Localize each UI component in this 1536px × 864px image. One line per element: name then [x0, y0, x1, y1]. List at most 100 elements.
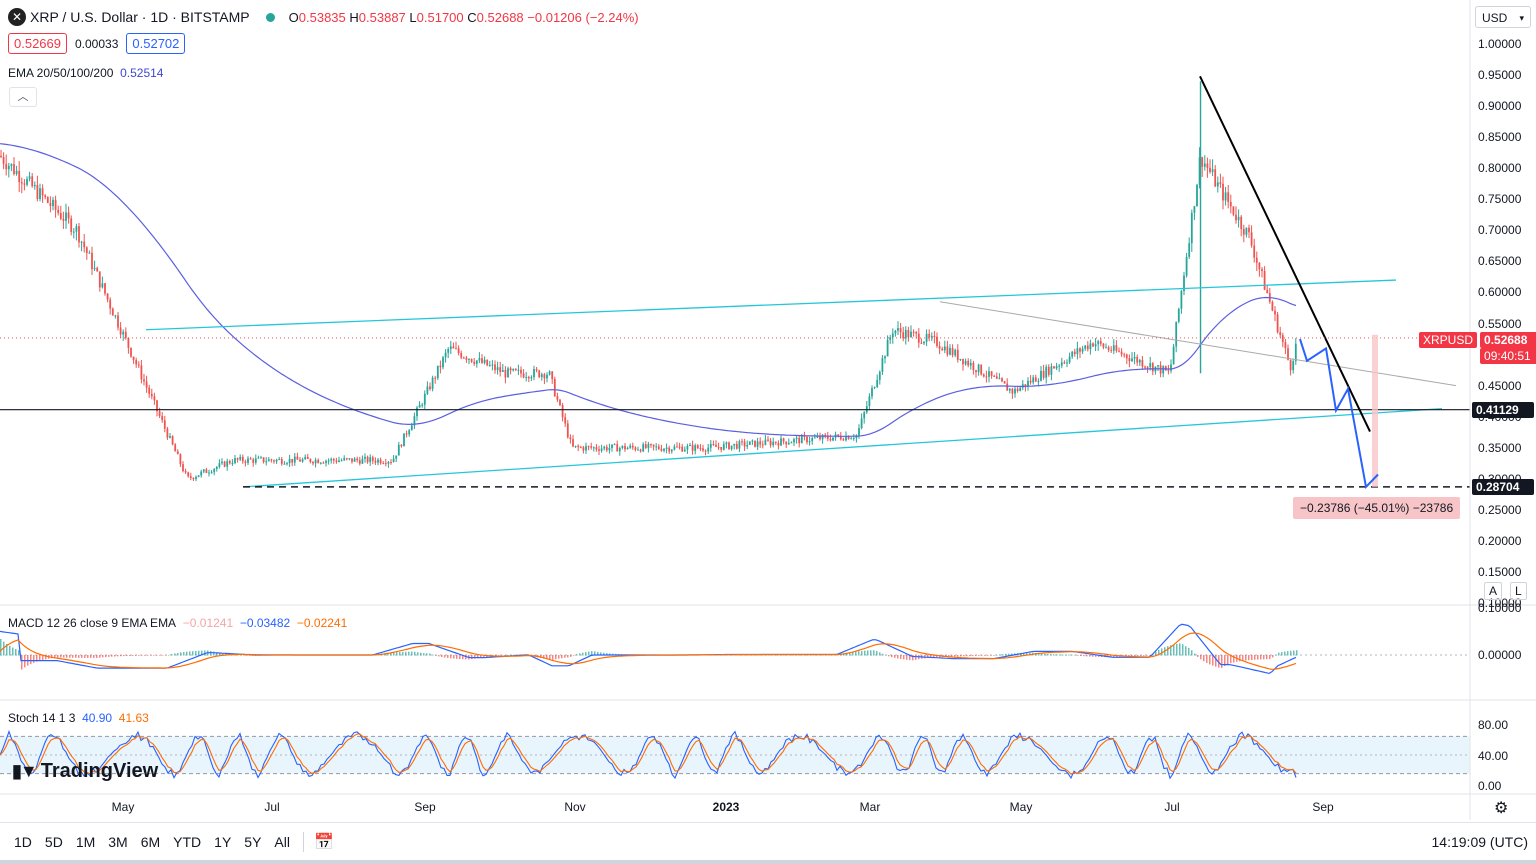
candle-body [1229, 202, 1232, 207]
macd-histogram-bar [987, 655, 989, 656]
macd-histogram-bar [879, 652, 881, 656]
currency-select[interactable]: USD ▾ [1475, 6, 1531, 28]
candle-body [780, 438, 782, 446]
macd-histogram-bar [192, 651, 194, 656]
macd-histogram-bar [741, 654, 743, 656]
macd-histogram-bar [168, 654, 170, 656]
calendar-range-icon[interactable]: 📅 [313, 833, 334, 851]
macd-histogram-bar [1230, 655, 1232, 664]
candle-body [642, 444, 645, 452]
macd-histogram-bar [1176, 643, 1178, 656]
macd-histogram-bar [1257, 655, 1259, 660]
macd-histogram-bar [36, 655, 38, 662]
price-tick-label: 0.90000 [1478, 99, 1522, 114]
candle-body [639, 449, 642, 452]
candle-body [127, 337, 130, 348]
candle-body [179, 454, 182, 465]
bid-price[interactable]: 0.52669 [8, 33, 67, 54]
candle-body [1001, 378, 1003, 382]
candle-body [80, 241, 83, 243]
utc-clock[interactable]: 14:19:09 (UTC) [1431, 833, 1528, 850]
macd-histogram-bar [777, 654, 779, 656]
auto-scale-button[interactable]: A [1484, 582, 1503, 600]
candle-body [1216, 182, 1219, 187]
ohlc-low: L0.51700 [409, 9, 464, 25]
price-tick-label: 0.20000 [1478, 533, 1522, 548]
candle-body [158, 411, 161, 417]
macd-histogram-bar [141, 655, 143, 656]
timeframe-6m[interactable]: 6M [140, 833, 161, 850]
collapse-legend-icon[interactable]: ︿ [9, 87, 37, 107]
macd-histogram-bar [834, 654, 836, 656]
macd-legend[interactable]: MACD 12 26 close 9 EMA EMA −0.01241 −0.0… [8, 616, 348, 630]
timeframe-1m[interactable]: 1M [75, 833, 96, 850]
ema-legend[interactable]: EMA 20/50/100/200 0.52514 [8, 66, 164, 80]
candle-body [75, 226, 78, 232]
candle-body [475, 360, 478, 364]
candle-body [826, 435, 829, 439]
settings-icon[interactable]: ⚙ [1494, 800, 1509, 817]
candle-body [525, 376, 528, 378]
drawings [0, 75, 1470, 489]
timeframe-1d[interactable]: 1D [14, 833, 32, 850]
candle-body [738, 441, 741, 449]
candle-body [746, 444, 749, 447]
timeframe-5y[interactable]: 5Y [244, 833, 262, 850]
timeframe-ytd[interactable]: YTD [173, 833, 202, 850]
candle-body [228, 461, 231, 464]
ask-price[interactable]: 0.52702 [126, 33, 186, 54]
candle-body [247, 458, 249, 463]
macd-histogram-bar [915, 655, 917, 660]
timeframe-3m[interactable]: 3M [108, 833, 128, 850]
candle-body [1068, 356, 1071, 363]
time-tick-label: May [111, 800, 135, 814]
candle-body [462, 357, 465, 359]
macd-histogram-bar [594, 651, 596, 656]
macd-histogram-bar [165, 655, 167, 656]
candle-body [1092, 343, 1094, 347]
candle-body [1008, 388, 1011, 391]
candle-body [119, 327, 122, 335]
candle-body [577, 445, 580, 448]
stoch-d-line [0, 733, 1297, 775]
macd-histogram-bar [135, 655, 137, 656]
macd-histogram-bar [51, 655, 53, 659]
macd-histogram-bar [171, 654, 173, 656]
candle-body [202, 469, 205, 472]
candle-body [143, 379, 145, 382]
candle-body [501, 369, 504, 373]
macd-histogram-bar [975, 655, 977, 656]
candle-body [1157, 365, 1159, 367]
log-scale-button[interactable]: L [1510, 582, 1527, 600]
candle-body [231, 463, 234, 465]
candle-body [546, 374, 548, 379]
candle-body [23, 183, 26, 185]
macd-histogram-bar [960, 655, 962, 657]
candle-body [174, 444, 177, 452]
timeframe-1y[interactable]: 1Y [214, 833, 232, 850]
tradingview-logo[interactable]: ▮▼ TradingView [12, 760, 159, 782]
macd-histogram-bar [159, 655, 161, 656]
candle-body [897, 328, 899, 331]
candle-body [117, 315, 119, 328]
candle-body [1006, 383, 1009, 391]
candle-body [800, 436, 803, 444]
candle-body [358, 460, 361, 464]
scale-buttons: A L [1484, 582, 1527, 600]
price-tick-label: 1.00000 [1478, 37, 1522, 51]
macd-histogram-bar [180, 652, 182, 656]
candle-body [1086, 345, 1089, 350]
timeframe-all[interactable]: All [274, 833, 290, 850]
timeframe-5d[interactable]: 5D [44, 833, 63, 850]
stoch-legend[interactable]: Stoch 14 1 3 40.90 41.63 [8, 711, 149, 725]
candle-body [1081, 348, 1084, 352]
symbol-title[interactable]: XRP / U.S. Dollar · 1D · BITSTAMP [30, 9, 250, 25]
candle-body [1105, 347, 1107, 349]
candle-body [400, 444, 403, 447]
macd-histogram-bar [6, 643, 8, 656]
stoch-tick-80: 80.00 [1478, 718, 1509, 732]
macd-histogram-bar [576, 654, 578, 656]
candle-body [624, 445, 626, 450]
candle-body [340, 460, 343, 462]
